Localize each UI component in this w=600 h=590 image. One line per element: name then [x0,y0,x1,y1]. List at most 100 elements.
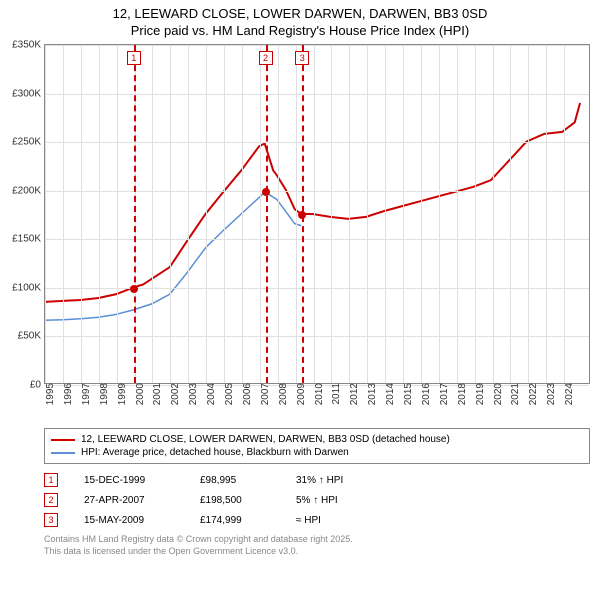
marker-dot [298,211,306,219]
gridline-h [45,239,589,240]
sale-marker: 3 [44,513,58,527]
marker-dot [262,188,270,196]
x-axis-label: 2013 [363,383,378,405]
x-axis-label: 1999 [113,383,128,405]
x-axis-label: 2017 [435,383,450,405]
gridline-v [367,45,368,383]
x-axis-label: 1995 [41,383,56,405]
y-axis-label: £250K [12,137,45,148]
chart-plot-area: £0£50K£100K£150K£200K£250K£300K£350K1995… [44,44,590,384]
y-axis-label: £50K [18,331,45,342]
gridline-v [45,45,46,383]
gridline-v [117,45,118,383]
sale-date: 15-DEC-1999 [84,475,174,486]
x-axis-label: 2023 [542,383,557,405]
x-axis-label: 2016 [417,383,432,405]
x-axis-label: 2002 [166,383,181,405]
gridline-h [45,288,589,289]
sale-hpi: 31% ↑ HPI [296,475,590,486]
gridline-v [81,45,82,383]
gridline-h [45,336,589,337]
legend-swatch [51,439,75,441]
sales-table: 115-DEC-1999£98,99531% ↑ HPI227-APR-2007… [44,470,590,530]
y-axis-label: £350K [12,40,45,51]
gridline-v [278,45,279,383]
marker-line [134,45,136,383]
x-axis-label: 2001 [148,383,163,405]
x-axis-label: 2004 [202,383,217,405]
x-axis-label: 2012 [345,383,360,405]
x-axis-label: 1997 [77,383,92,405]
x-axis-label: 2014 [381,383,396,405]
y-axis-label: £150K [12,234,45,245]
legend-item: HPI: Average price, detached house, Blac… [51,446,583,459]
sale-row: 227-APR-2007£198,5005% ↑ HPI [44,490,590,510]
legend-swatch [51,452,75,454]
gridline-h [45,191,589,192]
gridline-h [45,142,589,143]
sale-marker: 2 [44,493,58,507]
x-axis-label: 2021 [506,383,521,405]
gridline-v [99,45,100,383]
x-axis-label: 2018 [453,383,468,405]
marker-line [266,45,268,383]
x-axis-label: 2003 [184,383,199,405]
x-axis-label: 2010 [310,383,325,405]
chart-subtitle: Price paid vs. HM Land Registry's House … [0,23,600,44]
gridline-v [206,45,207,383]
x-axis-label: 1996 [59,383,74,405]
x-axis-label: 2020 [489,383,504,405]
gridline-v [349,45,350,383]
gridline-v [314,45,315,383]
marker-dot [130,285,138,293]
gridline-v [475,45,476,383]
gridline-v [188,45,189,383]
sale-date: 15-MAY-2009 [84,515,174,526]
gridline-v [510,45,511,383]
chart-legend: 12, LEEWARD CLOSE, LOWER DARWEN, DARWEN,… [44,428,590,464]
y-axis-label: £200K [12,185,45,196]
gridline-v [493,45,494,383]
gridline-v [242,45,243,383]
gridline-v [385,45,386,383]
gridline-v [439,45,440,383]
gridline-v [63,45,64,383]
x-axis-label: 2008 [274,383,289,405]
marker-label: 3 [295,51,309,65]
series-line [45,103,580,302]
gridline-v [224,45,225,383]
legend-label: HPI: Average price, detached house, Blac… [81,447,349,458]
series-line [45,192,301,320]
sale-marker: 1 [44,473,58,487]
gridline-v [546,45,547,383]
gridline-v [260,45,261,383]
gridline-v [403,45,404,383]
x-axis-label: 2011 [327,383,342,405]
gridline-v [528,45,529,383]
gridline-v [457,45,458,383]
x-axis-label: 2000 [131,383,146,405]
footer-line: This data is licensed under the Open Gov… [44,546,590,558]
sale-date: 27-APR-2007 [84,495,174,506]
gridline-v [331,45,332,383]
marker-label: 1 [127,51,141,65]
x-axis-label: 2007 [256,383,271,405]
chart-footer: Contains HM Land Registry data © Crown c… [44,534,590,557]
chart-title: 12, LEEWARD CLOSE, LOWER DARWEN, DARWEN,… [0,0,600,23]
gridline-v [152,45,153,383]
sale-price: £198,500 [200,495,270,506]
chart-container: 12, LEEWARD CLOSE, LOWER DARWEN, DARWEN,… [0,0,600,590]
gridline-h [45,45,589,46]
x-axis-label: 2024 [560,383,575,405]
sale-hpi: ≈ HPI [296,515,590,526]
gridline-v [296,45,297,383]
x-axis-label: 2005 [220,383,235,405]
x-axis-label: 1998 [95,383,110,405]
x-axis-label: 2006 [238,383,253,405]
gridline-v [564,45,565,383]
gridline-v [170,45,171,383]
x-axis-label: 2015 [399,383,414,405]
gridline-v [421,45,422,383]
sale-price: £174,999 [200,515,270,526]
x-axis-label: 2009 [292,383,307,405]
